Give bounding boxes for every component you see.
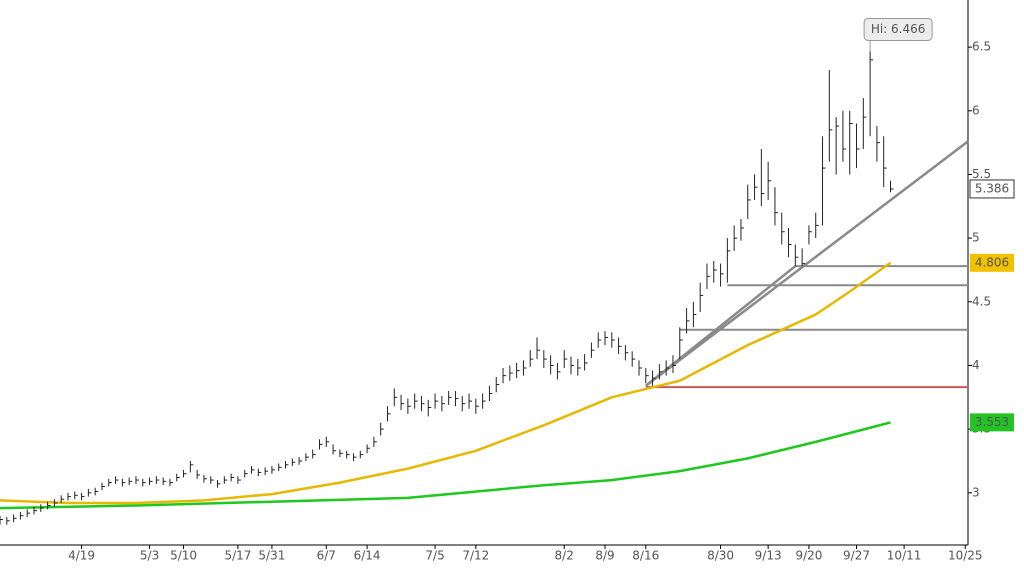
trendline: [645, 265, 797, 387]
price-label: 4.806: [975, 255, 1009, 269]
y-tick-label: 6.5: [972, 40, 991, 54]
y-tick-label: 4.5: [972, 294, 991, 308]
x-tick-label: 8/16: [632, 549, 659, 563]
y-tick-label: 6: [972, 103, 980, 117]
trendline: [645, 140, 969, 387]
x-tick-label: 6/7: [317, 549, 336, 563]
annotation-label: Hi: 6.466: [871, 22, 926, 36]
x-tick-label: 5/17: [224, 549, 251, 563]
x-tick-label: 5/31: [258, 549, 285, 563]
price-label-box: [970, 413, 1014, 432]
annotation-box: [863, 17, 933, 41]
x-tick-label: 8/9: [595, 549, 614, 563]
x-tick-label: 9/13: [755, 549, 782, 563]
x-tick-label: 5/3: [140, 549, 159, 563]
x-tick-label: 7/12: [462, 549, 489, 563]
moving-average: [0, 421, 891, 510]
x-tick-label: 6/14: [354, 549, 381, 563]
x-tick-label: 9/20: [795, 549, 822, 563]
x-tick-label: 10/11: [887, 549, 922, 563]
x-tick-label: 4/19: [68, 549, 95, 563]
y-tick-label: 5: [972, 231, 980, 245]
y-tick-label: 4: [972, 358, 980, 372]
y-tick-label: 5.5: [972, 167, 991, 181]
price-label: 3.553: [975, 415, 1009, 429]
x-tick-label: 10/25: [948, 549, 983, 563]
x-tick-label: 7/5: [425, 549, 444, 563]
price-label: 5.386: [975, 181, 1009, 195]
price-label-box: [970, 253, 1014, 272]
x-tick-label: 8/30: [707, 549, 734, 563]
price-label-box: [969, 179, 1015, 199]
y-tick-label: 3: [972, 485, 980, 499]
moving-average: [0, 261, 892, 505]
x-tick-label: 8/2: [555, 549, 574, 563]
x-tick-label: 5/10: [170, 549, 197, 563]
x-tick-label: 9/27: [843, 549, 870, 563]
